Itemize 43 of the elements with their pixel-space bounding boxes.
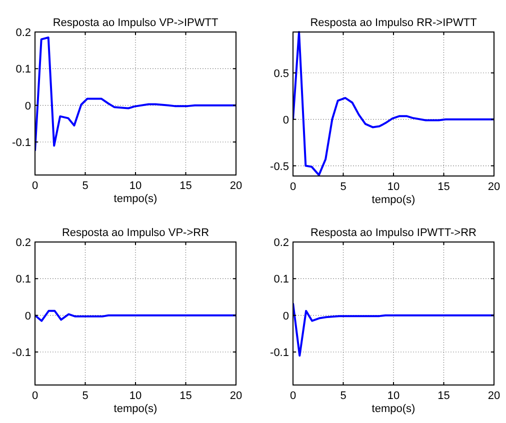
y-tick-label: 0 — [282, 114, 289, 126]
line-series — [293, 31, 494, 176]
x-tick-label: 20 — [230, 180, 242, 192]
x-tick-label: 5 — [82, 180, 88, 192]
x-tick-label: 5 — [82, 390, 88, 402]
x-tick-label: 10 — [129, 180, 142, 192]
y-tick-label: 0.2 — [16, 237, 31, 249]
y-tick-label: 0.2 — [274, 237, 289, 249]
line-series — [35, 36, 236, 152]
y-tick-label: -0.5 — [270, 160, 289, 173]
y-tick-label: 0.1 — [16, 274, 31, 286]
chart-title: Resposta ao Impulso VP->RR — [62, 227, 210, 239]
x-tick-label: 15 — [180, 390, 192, 402]
x-tick-label: 5 — [340, 390, 346, 402]
x-tick-label: 10 — [129, 390, 142, 402]
x-tick-label: 20 — [488, 390, 500, 402]
y-tick-label: 0.5 — [274, 68, 289, 80]
y-tick-label: 0.1 — [274, 274, 289, 286]
line-series — [293, 302, 494, 357]
x-tick-label: 20 — [230, 390, 242, 402]
x-tick-label: 10 — [387, 181, 400, 193]
y-tick-label: -0.1 — [12, 347, 31, 359]
x-tick-label: 10 — [387, 390, 400, 402]
y-tick-label: -0.1 — [270, 347, 289, 359]
chart-title: Resposta ao Impulso IPWTT->RR — [310, 227, 477, 239]
x-axis-title: tempo(s) — [372, 194, 416, 206]
x-tick-label: 15 — [180, 180, 192, 192]
line-series — [35, 310, 236, 322]
x-axis-title: tempo(s) — [114, 403, 158, 415]
y-tick-label: 0 — [24, 310, 31, 322]
chart-title: Resposta ao Impulso VP->IPWTT — [52, 17, 218, 29]
y-tick-label: 0 — [24, 100, 31, 112]
y-tick-label: -0.1 — [12, 137, 31, 149]
y-tick-label: 0.2 — [16, 27, 31, 39]
x-tick-label: 5 — [340, 181, 346, 193]
y-tick-label: 0 — [282, 310, 289, 322]
x-axis-title: tempo(s) — [114, 193, 158, 205]
y-tick-label: 0.1 — [16, 64, 31, 76]
x-tick-label: 15 — [438, 390, 450, 402]
x-tick-label: 15 — [438, 181, 450, 193]
x-axis-title: tempo(s) — [372, 403, 416, 415]
x-tick-label: 20 — [488, 181, 500, 193]
chart-title: Resposta ao Impulso RR->IPWTT — [310, 17, 478, 29]
